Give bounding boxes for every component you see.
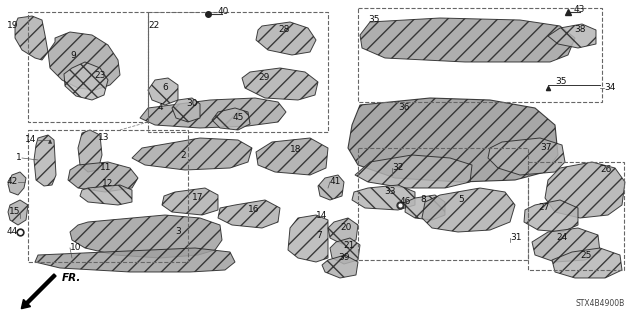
Text: 31: 31 <box>510 234 522 242</box>
Polygon shape <box>256 138 328 175</box>
Polygon shape <box>532 228 600 262</box>
Polygon shape <box>288 215 328 262</box>
Text: 5: 5 <box>458 196 464 204</box>
Polygon shape <box>318 175 344 200</box>
Text: 16: 16 <box>248 205 259 214</box>
Text: 10: 10 <box>70 243 81 253</box>
Text: 14: 14 <box>24 136 36 145</box>
Polygon shape <box>348 98 558 182</box>
Text: 46: 46 <box>400 197 412 206</box>
Polygon shape <box>545 162 625 218</box>
Polygon shape <box>70 215 222 258</box>
Text: 27: 27 <box>538 204 549 212</box>
Polygon shape <box>330 238 360 264</box>
Bar <box>528 162 624 270</box>
Polygon shape <box>405 195 445 220</box>
Text: 45: 45 <box>233 114 244 122</box>
Bar <box>358 8 602 102</box>
Polygon shape <box>256 22 316 55</box>
Polygon shape <box>35 248 235 272</box>
Text: 3: 3 <box>175 227 180 236</box>
Text: 30: 30 <box>186 99 198 108</box>
Polygon shape <box>352 185 415 210</box>
Polygon shape <box>212 108 250 130</box>
Polygon shape <box>322 255 358 278</box>
Text: ▲: ▲ <box>48 139 52 145</box>
Text: 28: 28 <box>278 26 289 34</box>
Polygon shape <box>8 200 28 225</box>
Text: 38: 38 <box>574 26 586 34</box>
Text: 44: 44 <box>7 227 18 236</box>
Polygon shape <box>422 188 515 232</box>
Polygon shape <box>242 68 318 100</box>
Bar <box>28 12 148 122</box>
Text: 29: 29 <box>258 73 269 83</box>
Text: 36: 36 <box>398 103 410 113</box>
Text: 12: 12 <box>102 179 113 188</box>
Text: 37: 37 <box>540 144 552 152</box>
Polygon shape <box>64 62 108 100</box>
Text: 25: 25 <box>580 250 591 259</box>
Polygon shape <box>552 248 622 278</box>
Text: 2: 2 <box>180 151 186 160</box>
Text: STX4B4900B: STX4B4900B <box>576 299 625 308</box>
FancyArrow shape <box>21 274 56 309</box>
Text: 34: 34 <box>604 84 616 93</box>
Text: 21: 21 <box>343 241 355 250</box>
Text: 6: 6 <box>162 83 168 92</box>
Text: 7: 7 <box>316 231 322 240</box>
Text: 24: 24 <box>556 234 567 242</box>
Polygon shape <box>488 138 565 175</box>
Text: 35: 35 <box>368 16 380 25</box>
Text: 20: 20 <box>340 224 351 233</box>
Polygon shape <box>8 172 26 195</box>
Text: 4: 4 <box>158 103 164 113</box>
Bar <box>28 130 188 262</box>
Text: 43: 43 <box>574 5 586 14</box>
Polygon shape <box>34 135 56 186</box>
Polygon shape <box>78 130 102 172</box>
Text: 22: 22 <box>148 20 159 29</box>
Polygon shape <box>328 218 358 244</box>
Polygon shape <box>80 185 132 205</box>
Text: 14: 14 <box>316 211 328 219</box>
Polygon shape <box>218 200 280 228</box>
Polygon shape <box>360 18 575 62</box>
Polygon shape <box>148 78 178 105</box>
Text: 40: 40 <box>218 8 229 17</box>
Polygon shape <box>548 24 596 48</box>
Text: 13: 13 <box>98 133 109 143</box>
Text: 9: 9 <box>70 50 76 60</box>
Text: 42: 42 <box>7 177 18 187</box>
Text: 32: 32 <box>392 164 403 173</box>
Polygon shape <box>355 155 472 188</box>
Bar <box>148 12 328 132</box>
Text: 17: 17 <box>192 194 204 203</box>
Polygon shape <box>162 188 218 215</box>
Text: 41: 41 <box>330 177 341 187</box>
Text: 33: 33 <box>384 188 396 197</box>
Polygon shape <box>48 32 120 90</box>
Text: 39: 39 <box>338 254 349 263</box>
Text: 23: 23 <box>94 70 106 79</box>
Text: FR.: FR. <box>62 273 81 283</box>
Text: 11: 11 <box>100 164 111 173</box>
Polygon shape <box>172 98 200 122</box>
Polygon shape <box>15 16 48 60</box>
Text: 26: 26 <box>600 166 611 174</box>
Text: 19: 19 <box>6 21 18 31</box>
Bar <box>358 148 528 260</box>
Text: 1: 1 <box>16 153 22 162</box>
Polygon shape <box>524 200 578 232</box>
Text: 15: 15 <box>8 207 20 217</box>
Polygon shape <box>68 162 138 192</box>
Polygon shape <box>132 138 252 170</box>
Text: 35: 35 <box>555 78 566 86</box>
Polygon shape <box>140 98 286 128</box>
Text: 8: 8 <box>420 196 426 204</box>
Text: 18: 18 <box>290 145 301 154</box>
